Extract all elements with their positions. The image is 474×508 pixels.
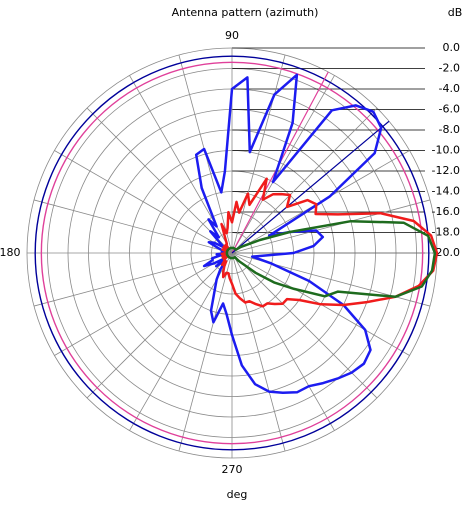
x-tick-label: 90 bbox=[225, 29, 239, 42]
pattern-line bbox=[225, 219, 437, 299]
y-tick-label: -6.0 bbox=[439, 103, 460, 116]
y-tick-label: -18.0 bbox=[432, 226, 460, 239]
y-tick-label: -12.0 bbox=[432, 164, 460, 177]
y-tick-label: -8.0 bbox=[439, 123, 460, 136]
y-tick-label: 0.0 bbox=[443, 41, 461, 54]
grid-spoke bbox=[86, 107, 233, 254]
grid-spoke bbox=[178, 252, 233, 452]
chart-title: Antenna pattern (azimuth) bbox=[172, 6, 319, 19]
grid-spoke bbox=[33, 252, 233, 307]
y-tick-label: -2.0 bbox=[439, 62, 460, 75]
x-tick-label: 180 bbox=[0, 246, 21, 259]
grid-spoke bbox=[54, 252, 233, 356]
y-axis-label: dB bbox=[448, 6, 463, 19]
y-tick-label: -14.0 bbox=[432, 185, 460, 198]
grid-spoke bbox=[231, 75, 335, 254]
reference-circle bbox=[40, 61, 424, 445]
grid-spoke bbox=[231, 252, 335, 431]
reference-circle bbox=[34, 55, 430, 451]
grid-spoke bbox=[33, 199, 233, 254]
y-tick-label: -10.0 bbox=[432, 144, 460, 157]
y-tick-label: -20.0 bbox=[432, 246, 460, 259]
grid-spoke bbox=[54, 150, 233, 254]
grid-spoke bbox=[231, 252, 286, 452]
grid-spoke bbox=[231, 199, 431, 254]
grid-spoke bbox=[86, 252, 233, 399]
y-tick-label: -4.0 bbox=[439, 82, 460, 95]
y-tick-label: -16.0 bbox=[432, 205, 460, 218]
x-axis-label: deg bbox=[227, 488, 248, 501]
grid-spoke bbox=[231, 107, 378, 254]
x-tick-label: 270 bbox=[222, 463, 243, 476]
reference-angle bbox=[231, 120, 390, 254]
grid-spoke bbox=[231, 54, 286, 254]
grid-spoke bbox=[231, 252, 378, 399]
